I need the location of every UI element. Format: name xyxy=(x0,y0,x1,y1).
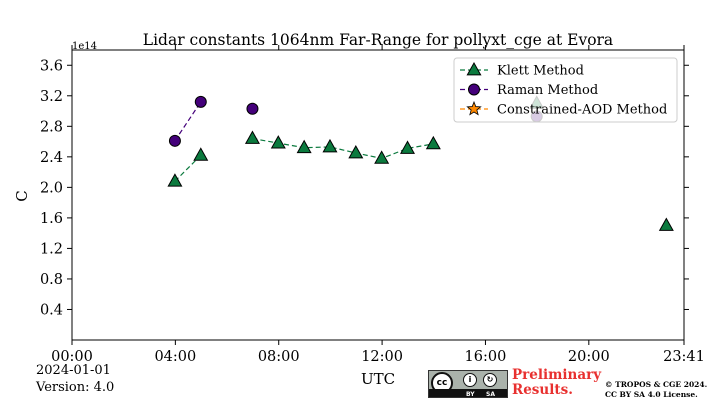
legend-label-2: Raman Method xyxy=(497,83,598,98)
series-1-point xyxy=(374,150,390,164)
series-line-2 xyxy=(174,101,202,142)
x-tick-label: 20:00 xyxy=(568,349,610,365)
y-offset-text: 1e14 xyxy=(72,41,97,52)
x-tick-label: 08:00 xyxy=(258,349,300,365)
legend-marker-2 xyxy=(468,83,480,96)
legend-box xyxy=(453,57,678,123)
series-1-point xyxy=(270,135,286,149)
y-tick-label: 1.2 xyxy=(40,241,63,257)
series-2-point xyxy=(194,95,207,108)
series-1-point xyxy=(193,147,209,161)
series-2-point xyxy=(168,134,181,147)
legend-label-3: Constrained-AOD Method xyxy=(497,103,667,118)
y-tick-label: 2.4 xyxy=(40,150,63,166)
legend-label-1: Klett Method xyxy=(497,64,584,79)
series-1-point xyxy=(425,135,441,150)
series-1-point xyxy=(296,139,312,154)
series-1-point xyxy=(322,138,338,153)
y-tick-label: 2.8 xyxy=(40,119,63,135)
y-tick-label: 0.8 xyxy=(40,272,63,288)
share-alike-icon: ↻ xyxy=(483,373,497,387)
sa-label: SA xyxy=(486,391,495,398)
plot-frame xyxy=(71,49,685,341)
legend-marker-1 xyxy=(466,61,482,76)
date-label: 2024-01-01 xyxy=(36,363,111,378)
legend-marker-3 xyxy=(466,100,482,116)
y-tick-label: 3.2 xyxy=(40,89,63,105)
y-axis-label: C xyxy=(13,190,31,201)
x-tick-label: 04:00 xyxy=(154,349,196,365)
x-tick-label: 12:00 xyxy=(361,349,403,365)
series-1-point xyxy=(244,130,260,144)
x-tick-label: 23:41 xyxy=(663,349,705,365)
series-1-point xyxy=(167,173,183,187)
copyright-note: © TROPOS & CGE 2024. CC BY SA 4.0 Licens… xyxy=(605,380,720,400)
version-label: Version: 4.0 xyxy=(36,380,115,395)
y-tick-label: 0.4 xyxy=(40,302,63,318)
series-1-point xyxy=(399,140,416,154)
x-tick-label: 16:00 xyxy=(465,349,507,365)
attribution-icon: i xyxy=(463,373,477,387)
x-tick-label: 00:00 xyxy=(51,349,93,365)
x-axis-label: UTC xyxy=(361,370,395,388)
series-line-1 xyxy=(174,154,202,182)
preliminary-results-note: Preliminary Results. xyxy=(512,367,602,398)
by-label: BY xyxy=(466,391,475,398)
y-tick-label: 3.6 xyxy=(40,58,63,74)
copyright-line-2: CC BY SA 4.0 License. xyxy=(605,390,698,399)
series-2-point xyxy=(246,102,259,115)
series-1-point xyxy=(348,145,364,159)
cc-license-badge: cc i ↻ BY SA xyxy=(428,370,508,398)
y-tick-label: 1.6 xyxy=(40,211,63,227)
chart-title: Lidar constants 1064nm Far-Range for pol… xyxy=(143,31,613,49)
copyright-line-1: © TROPOS & CGE 2024. xyxy=(605,380,708,389)
y-tick-label: 2.0 xyxy=(40,180,63,196)
series-1-point xyxy=(658,217,674,231)
